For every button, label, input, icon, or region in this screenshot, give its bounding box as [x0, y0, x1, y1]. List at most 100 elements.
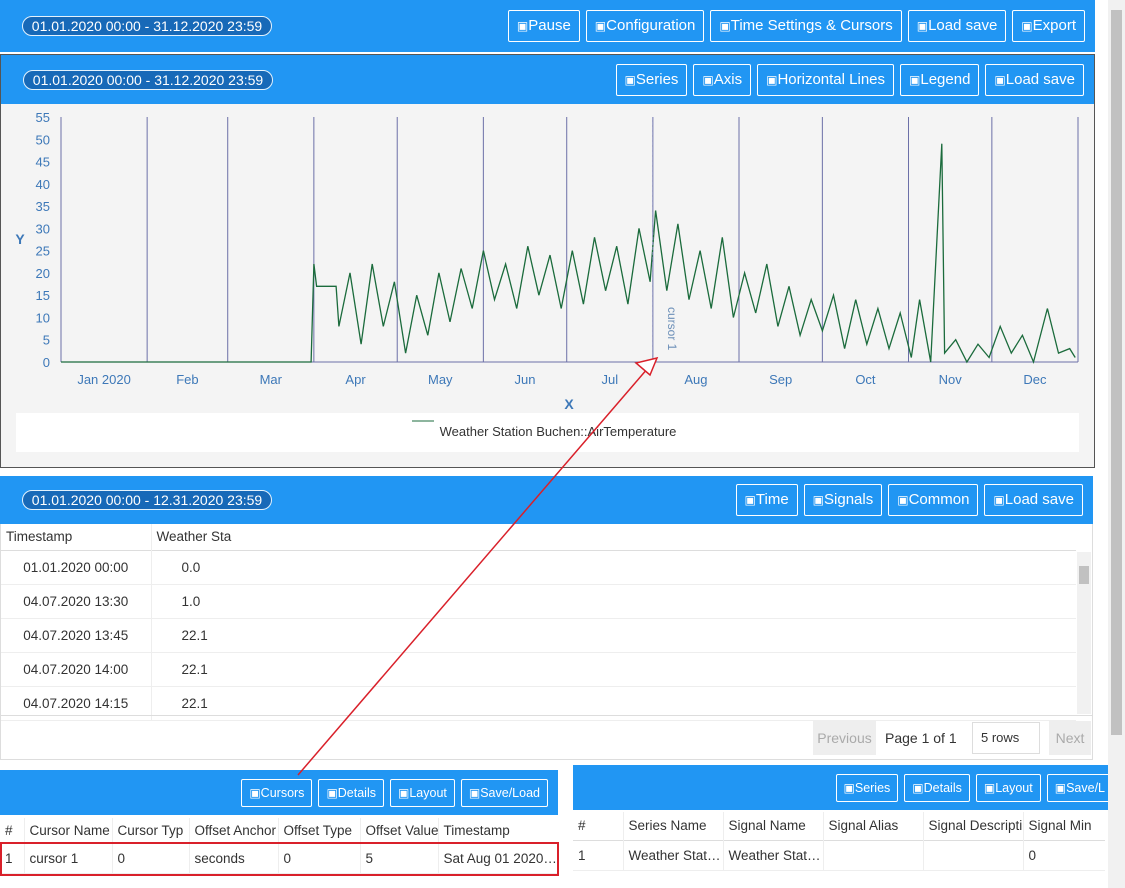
- toolbar-button[interactable]: Cursors: [241, 779, 313, 807]
- button-group: PauseConfigurationTime Settings & Cursor…: [507, 10, 1085, 42]
- column-header[interactable]: Signal Alias: [822, 812, 923, 840]
- series-toolbar: SeriesDetailsLayoutSave/L: [573, 765, 1108, 810]
- column-header[interactable]: Signal Descripti: [922, 812, 1023, 840]
- x-tick-label: Sep: [769, 372, 792, 387]
- toolbar-button[interactable]: Axis: [693, 64, 752, 96]
- table-cell: cursor 1: [23, 843, 112, 873]
- toolbar-button[interactable]: Load save: [985, 64, 1084, 96]
- button-group: TimeSignalsCommonLoad save: [735, 484, 1083, 516]
- table-cell: seconds: [188, 843, 278, 873]
- next-button[interactable]: Next: [1049, 721, 1091, 755]
- y-tick-label: 5: [43, 333, 50, 348]
- x-axis-label: X: [564, 396, 574, 412]
- table-row: 1 cursor 1 0 seconds 0 5 Sat Aug 01 2020…: [0, 843, 558, 873]
- column-header[interactable]: Timestamp: [6, 529, 73, 545]
- toolbar-button[interactable]: Series: [615, 64, 688, 96]
- toolbar-button[interactable]: Series: [835, 774, 899, 802]
- table-cell: [922, 840, 1023, 870]
- button-group: SeriesAxisHorizontal LinesLegendLoad sav…: [615, 64, 1084, 96]
- toolbar-button[interactable]: Signals: [803, 484, 883, 516]
- table-cell: 1: [5, 850, 13, 866]
- table-cell: 1.0: [150, 584, 1076, 618]
- y-tick-label: 55: [36, 110, 50, 125]
- table-cell: 04.07.2020 13:45: [23, 627, 129, 643]
- column-header[interactable]: Cursor Name: [23, 818, 112, 843]
- table-cell: [822, 840, 923, 870]
- chart: 0 5 10 15 20 25 30 35 40 45 50 55 Jan 2020 Feb Mar Apr M…: [15, 110, 1079, 452]
- x-tick-label: Nov: [939, 372, 963, 387]
- range-pill[interactable]: 01.01.2020 00:00 - 31.12.2020 23:59: [22, 16, 272, 36]
- table-cell: 0.0: [150, 550, 1076, 584]
- toolbar-button[interactable]: Time Settings & Cursors: [710, 10, 902, 42]
- table-row: 1 Weather Stat… Weather Stat… 0: [573, 840, 1105, 870]
- column-header[interactable]: Offset Type: [277, 818, 360, 843]
- table-cell: Sat Aug 01 2020…: [437, 843, 558, 873]
- x-tick-label: Feb: [176, 372, 198, 387]
- range-pill[interactable]: 01.01.2020 00:00 - 12.31.2020 23:59: [22, 490, 272, 510]
- table-cell: 1: [578, 847, 586, 863]
- x-tick-label: Dec: [1023, 372, 1047, 387]
- column-header[interactable]: #: [5, 822, 13, 838]
- x-tick-label: May: [428, 372, 453, 387]
- header-row: Timestamp Weather Sta: [1, 524, 1076, 550]
- y-tick-label: 35: [36, 199, 50, 214]
- toolbar-button[interactable]: Layout: [975, 774, 1041, 802]
- table-cell: 22.1: [150, 652, 1076, 686]
- header-row: # Series Name Signal Name Signal Alias Signa…: [573, 812, 1105, 840]
- toolbar-button[interactable]: Load save: [984, 484, 1083, 516]
- toolbar-button[interactable]: Pause: [507, 10, 580, 42]
- column-header[interactable]: #: [578, 818, 586, 834]
- cursor-table: # Cursor Name Cursor Typ Offset Anchor Offse…: [0, 818, 558, 874]
- toolbar-button[interactable]: Legend: [900, 64, 980, 96]
- toolbar-button[interactable]: Layout: [390, 779, 455, 807]
- table-cell: 0: [277, 843, 360, 873]
- series-table: # Series Name Signal Name Signal Alias Signa…: [573, 812, 1105, 871]
- toolbar-button[interactable]: Save/Load: [460, 779, 548, 807]
- x-tick-label: Jan 2020: [77, 372, 131, 387]
- toolbar-button[interactable]: Common: [888, 484, 979, 516]
- toolbar-button[interactable]: Configuration: [585, 10, 705, 42]
- header-row: # Cursor Name Cursor Typ Offset Anchor Offse…: [0, 818, 558, 843]
- x-tick-label: Oct: [855, 372, 876, 387]
- divider: [1, 715, 1092, 716]
- table-row: 04.07.2020 13:30 1.0: [1, 584, 1076, 618]
- column-header[interactable]: Signal Min: [1022, 812, 1105, 840]
- data-table: Timestamp Weather Sta 01.01.2020 00:00 0.0 0…: [1, 524, 1076, 721]
- y-tick-label: 50: [36, 132, 50, 147]
- y-axis-label: Y: [15, 231, 25, 247]
- table-cell: Weather Stat…: [722, 840, 823, 870]
- column-header[interactable]: Series Name: [622, 812, 723, 840]
- toolbar-button[interactable]: Time: [735, 484, 798, 516]
- toolbar-button[interactable]: Export: [1012, 10, 1085, 42]
- column-header[interactable]: Cursor Typ: [111, 818, 189, 843]
- column-header[interactable]: Signal Name: [722, 812, 823, 840]
- column-header[interactable]: Offset Value: [359, 818, 438, 843]
- data-table-panel: Timestamp Weather Sta 01.01.2020 00:00 0.0 0…: [0, 524, 1093, 760]
- toolbar-button[interactable]: Save/L: [1046, 774, 1108, 802]
- column-header[interactable]: Timestamp: [437, 818, 558, 843]
- y-tick-label: 15: [36, 288, 50, 303]
- toolbar-button[interactable]: Details: [904, 774, 970, 802]
- y-tick-label: 10: [36, 310, 50, 325]
- cursor-label: cursor 1: [665, 307, 679, 351]
- toolbar-button[interactable]: Details: [318, 779, 384, 807]
- page-scrollbar[interactable]: [1108, 0, 1125, 888]
- page-info: Page 1 of 1: [885, 730, 957, 746]
- table-toolbar: 01.01.2020 00:00 - 12.31.2020 23:59 Time…: [0, 476, 1093, 524]
- table-cell: 0: [1022, 840, 1105, 870]
- scrollbar[interactable]: [1077, 552, 1091, 714]
- range-pill[interactable]: 01.01.2020 00:00 - 31.12.2020 23:59: [23, 70, 273, 90]
- table-cell: 04.07.2020 13:30: [23, 593, 129, 609]
- x-tick-label: Jun: [515, 372, 536, 387]
- button-group: CursorsDetailsLayoutSave/Load: [241, 779, 548, 807]
- column-header[interactable]: Offset Anchor: [188, 818, 278, 843]
- previous-button[interactable]: Previous: [813, 721, 876, 755]
- toolbar-button[interactable]: Load save: [907, 10, 1007, 42]
- rows-select[interactable]: 5 rows: [972, 722, 1040, 754]
- top-toolbar: 01.01.2020 00:00 - 31.12.2020 23:59 Paus…: [0, 0, 1095, 52]
- column-header[interactable]: Weather Sta: [150, 524, 1076, 550]
- table-row: 04.07.2020 14:00 22.1: [1, 652, 1076, 686]
- series-line: [61, 143, 1076, 365]
- toolbar-button[interactable]: Horizontal Lines: [757, 64, 895, 96]
